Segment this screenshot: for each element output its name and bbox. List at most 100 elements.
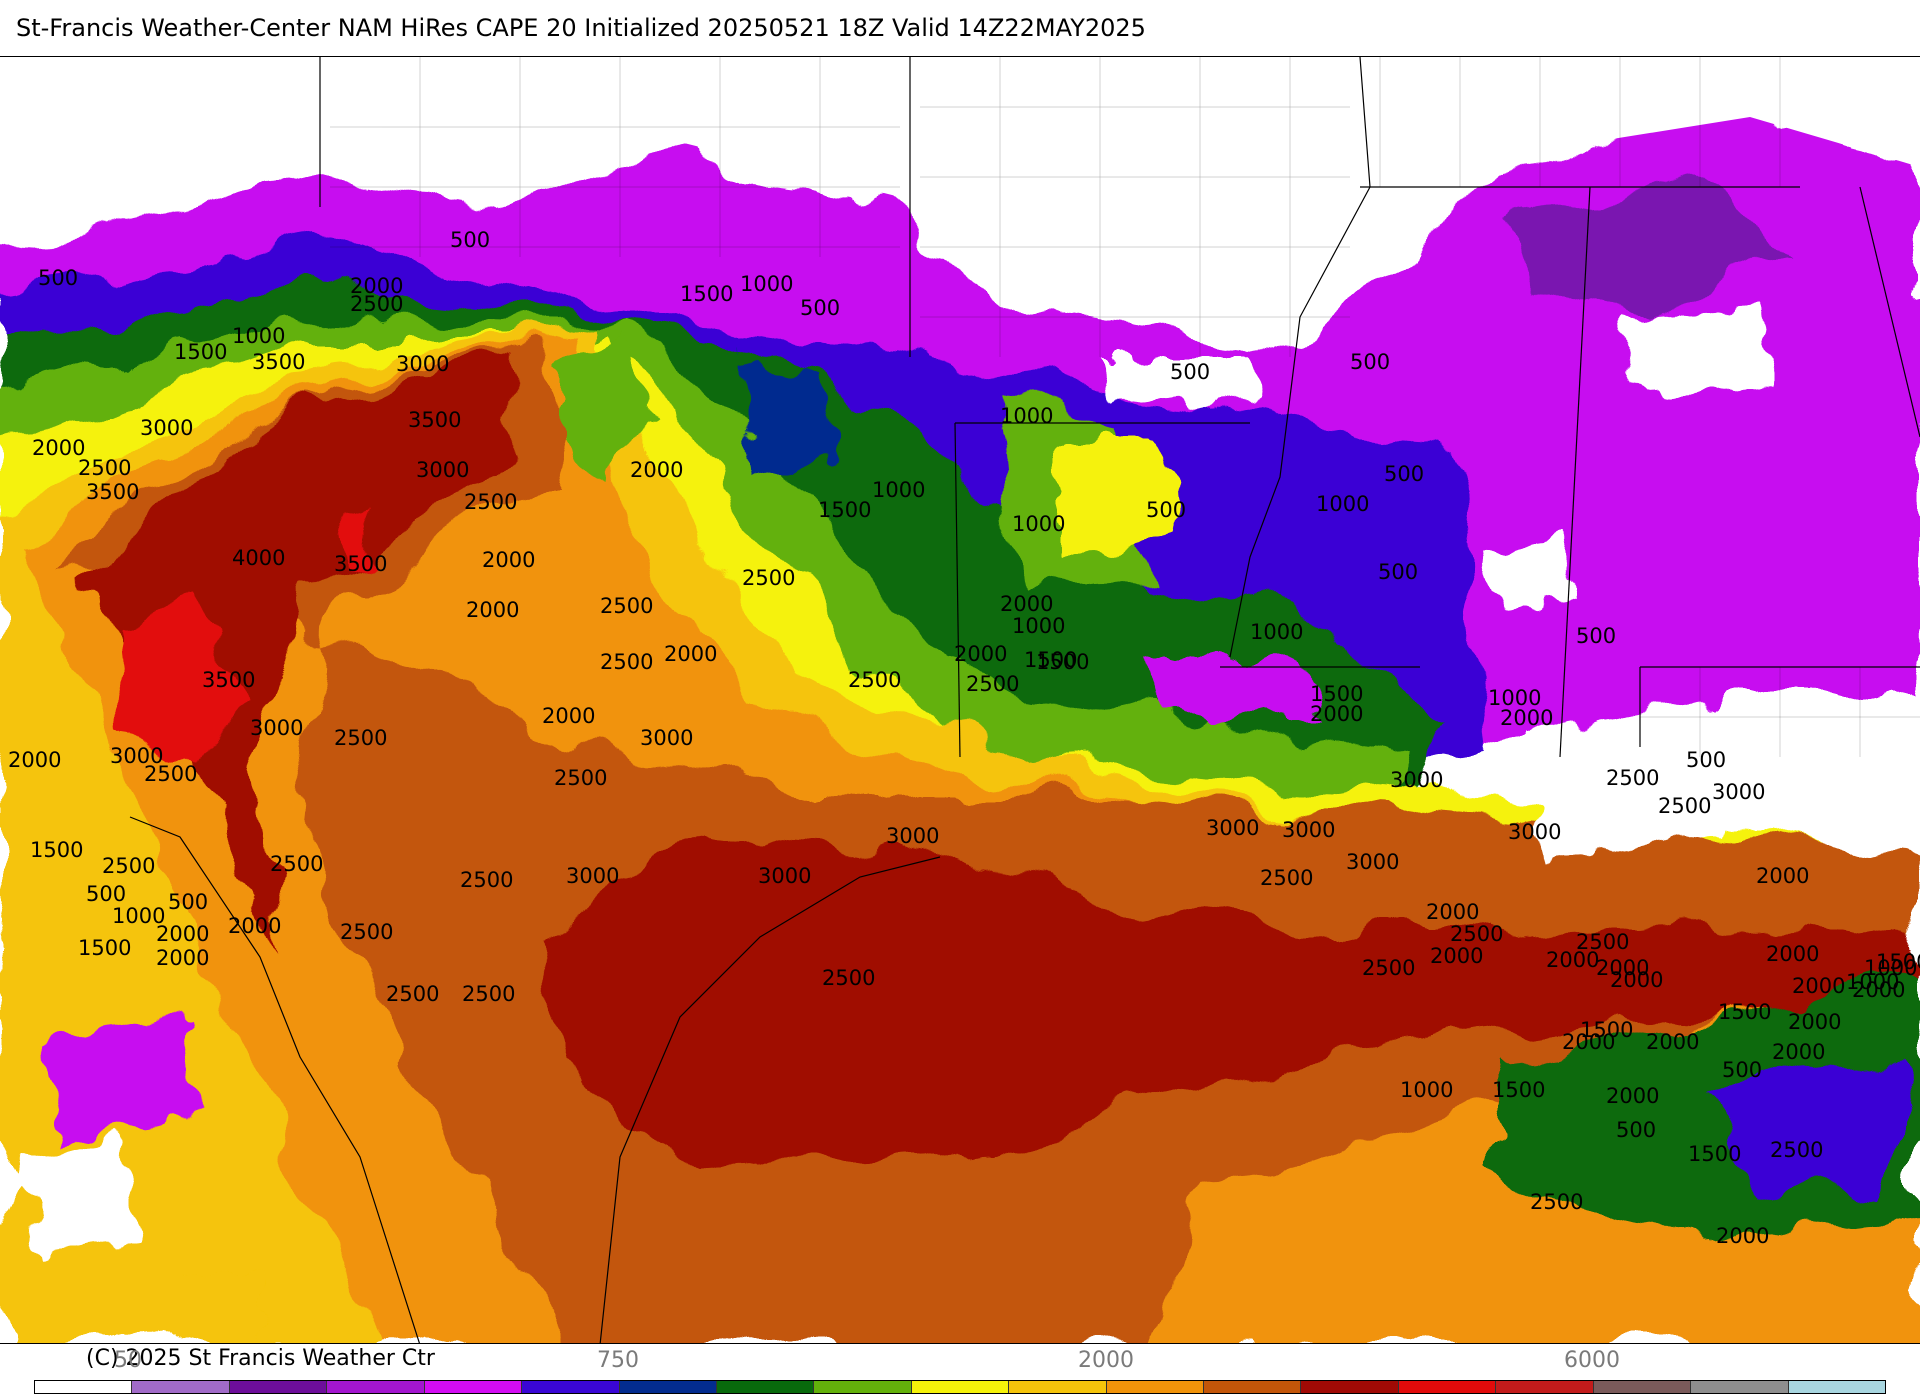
contour-label: 3000 <box>1282 818 1335 842</box>
contour-label: 2500 <box>1530 1190 1583 1214</box>
colorbar-swatch <box>1788 1381 1886 1393</box>
contour-label: 3000 <box>1712 780 1765 804</box>
contour-label: 2500 <box>822 966 875 990</box>
colorbar-swatch <box>327 1381 425 1393</box>
contour-label: 500 <box>1146 498 1186 522</box>
contour-label: 2500 <box>78 456 131 480</box>
contour-label: 2500 <box>1362 956 1415 980</box>
contour-label: 2000 <box>664 642 717 666</box>
contour-label: 2500 <box>270 852 323 876</box>
colorbar-tick: 2000 <box>1078 1348 1134 1373</box>
contour-label: 500 <box>38 266 78 290</box>
contour-label: 2500 <box>462 982 515 1006</box>
contour-label: 2000 <box>466 598 519 622</box>
contour-label: 2000 <box>1772 1040 1825 1064</box>
contour-label: 1500 <box>1876 950 1920 974</box>
contour-label: 2000 <box>1500 706 1553 730</box>
contour-label: 500 <box>450 228 490 252</box>
contour-label: 1500 <box>174 340 227 364</box>
colorbar-tick: 750 <box>597 1348 639 1373</box>
contour-label: 2000 <box>1792 974 1845 998</box>
colorbar-tick: 50 <box>114 1348 142 1373</box>
colorbar-swatch <box>229 1381 328 1393</box>
contour-label: 2500 <box>460 868 513 892</box>
contour-label: 2000 <box>954 642 1007 666</box>
contour-label: 2000 <box>1756 864 1809 888</box>
contour-label: 3500 <box>86 480 139 504</box>
state-boundaries <box>129 57 1920 1343</box>
contour-label: 1000 <box>872 478 925 502</box>
county-lines <box>330 57 1920 757</box>
contour-label: 1500 <box>1310 682 1363 706</box>
contour-label: 2500 <box>1576 930 1629 954</box>
contour-label: 3000 <box>396 352 449 376</box>
contour-label: 500 <box>1616 1118 1656 1142</box>
colorbar-swatch <box>1204 1381 1302 1393</box>
contour-label: 1000 <box>1012 614 1065 638</box>
contour-label: 2000 <box>1852 978 1905 1002</box>
contour-label: 2500 <box>1770 1138 1823 1162</box>
contour-label: 1000 <box>1012 512 1065 536</box>
contour-label: 2000 <box>1788 1010 1841 1034</box>
contour-label: 2500 <box>1450 922 1503 946</box>
contour-label: 500 <box>1350 350 1390 374</box>
contour-label: 2500 <box>1260 866 1313 890</box>
contour-label: 2000 <box>1562 1030 1615 1054</box>
contour-label: 1500 <box>680 282 733 306</box>
contour-label: 2000 <box>32 436 85 460</box>
contour-label: 3500 <box>334 552 387 576</box>
contour-label: 2000 <box>1426 900 1479 924</box>
contour-label: 2000 <box>542 704 595 728</box>
cape-map: 500 500 2000 2500 1500 1000 500 1000 150… <box>0 56 1920 1344</box>
contour-label: 500 <box>1378 560 1418 584</box>
contour-label: 1500 <box>1036 650 1089 674</box>
contour-label: 2000 <box>1716 1224 1769 1248</box>
contour-label: 2000 <box>1610 968 1663 992</box>
contour-label: 2000 <box>630 458 683 482</box>
contour-label: 3000 <box>566 864 619 888</box>
contour-label: 2000 <box>1606 1084 1659 1108</box>
contour-label: 2000 <box>482 548 535 572</box>
map-title: St-Francis Weather-Center NAM HiRes CAPE… <box>16 14 1146 42</box>
contour-label: 1000 <box>1488 686 1541 710</box>
contour-label: 1000 <box>1000 404 1053 428</box>
contour-label: 2000 <box>156 946 209 970</box>
contour-label: 3500 <box>408 408 461 432</box>
colorbar-tick-labels: 50 750 2000 6000 <box>0 1344 1920 1373</box>
contour-label: 1000 <box>1846 970 1899 994</box>
contour-label: 3000 <box>1346 850 1399 874</box>
contour-label: 2500 <box>742 566 795 590</box>
contour-label: 500 <box>1170 360 1210 384</box>
colorbar-swatch <box>716 1381 815 1393</box>
contour-label: 2500 <box>350 292 403 316</box>
contour-label: 2500 <box>386 982 439 1006</box>
contour-label: 2500 <box>1606 766 1659 790</box>
contour-label: 2000 <box>8 748 61 772</box>
contour-label: 2000 <box>1310 702 1363 726</box>
contour-label: 3500 <box>252 350 305 374</box>
contour-label: 3000 <box>886 824 939 848</box>
colorbar-swatch <box>132 1381 230 1393</box>
contour-label: 2500 <box>464 490 517 514</box>
contour-label: 2000 <box>1430 944 1483 968</box>
copyright-text: (C) 2025 St Francis Weather Ctr <box>86 1346 435 1371</box>
contour-label: 2500 <box>848 668 901 692</box>
contour-label: 2500 <box>334 726 387 750</box>
contour-label: 4000 <box>232 546 285 570</box>
contour-label: 1500 <box>1024 648 1077 672</box>
contour-label: 1500 <box>1718 1000 1771 1024</box>
contour-label: 1000 <box>740 272 793 296</box>
colorbar-swatch <box>35 1381 133 1393</box>
contour-label: 500 <box>168 890 208 914</box>
contour-label: 2000 <box>1000 592 1053 616</box>
contour-label: 3000 <box>1390 768 1443 792</box>
contour-labels: 500 500 2000 2500 1500 1000 500 1000 150… <box>8 228 1920 1248</box>
contour-label: 2000 <box>350 274 403 298</box>
contour-label: 1500 <box>1580 1018 1633 1042</box>
cape-detail <box>20 307 1780 1343</box>
colorbar-swatch <box>522 1381 620 1393</box>
contour-label: 2500 <box>340 920 393 944</box>
contour-label: 2500 <box>600 650 653 674</box>
contour-label: 2500 <box>554 766 607 790</box>
contour-label: 1000 <box>1864 956 1917 980</box>
